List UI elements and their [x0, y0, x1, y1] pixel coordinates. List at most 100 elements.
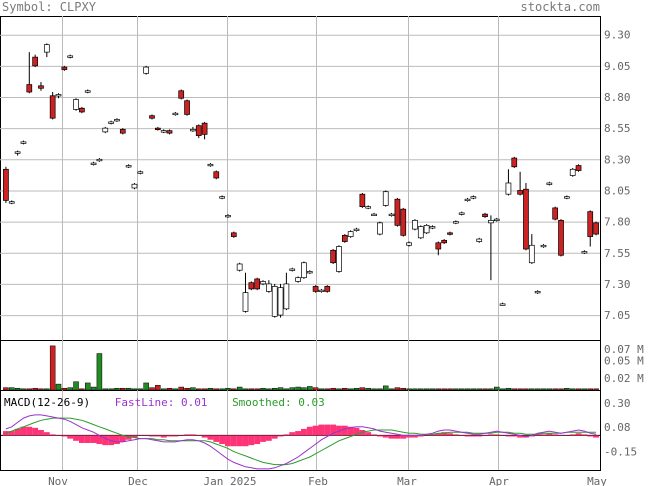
volume-bar	[184, 387, 190, 391]
macd-histogram-bar	[248, 435, 255, 446]
candle-body	[359, 193, 366, 208]
macd-histogram-bar	[435, 433, 442, 436]
candle-body	[283, 283, 290, 310]
volume-bar	[593, 388, 599, 391]
macd-histogram-bar	[593, 435, 599, 438]
macd-histogram-bar	[137, 435, 144, 436]
candle-body	[79, 107, 85, 113]
candle-body	[558, 220, 564, 256]
volume-bar	[248, 388, 255, 391]
volume-bar	[529, 388, 535, 391]
volume-bar	[61, 387, 68, 391]
volume-bar	[301, 387, 307, 391]
candle-body	[505, 182, 512, 195]
candle-body	[125, 165, 132, 168]
macd-histogram-bar	[347, 426, 354, 436]
x-axis-label: Nov	[48, 475, 68, 486]
candle-body	[277, 287, 284, 316]
macd-histogram-bar	[493, 434, 500, 436]
macd-histogram-bar	[517, 435, 524, 438]
macd-histogram-bar	[341, 425, 348, 436]
macd-histogram-bar	[563, 435, 570, 436]
macd-histogram-bar	[534, 434, 541, 436]
macd-histogram-bar	[32, 427, 39, 436]
volume-bar	[447, 388, 453, 391]
volume-tick-label: 0.07 M	[604, 343, 644, 356]
volume-bar	[9, 387, 15, 391]
volume-bar	[236, 386, 243, 391]
macd-histogram-bar	[67, 435, 74, 439]
candle-body	[43, 44, 50, 53]
macd-histogram-bar	[26, 426, 33, 436]
volume-bar	[108, 388, 114, 391]
candle-body	[61, 66, 68, 70]
candle-body	[271, 286, 278, 317]
macd-histogram-bar	[382, 435, 389, 438]
volume-bar	[575, 388, 582, 391]
candle-body	[324, 286, 331, 292]
macd-fastline-label: FastLine: 0.01	[114, 396, 208, 409]
candle-body	[143, 66, 150, 74]
candle-body	[534, 291, 541, 294]
macd-histogram-bar	[102, 435, 109, 446]
volume-bar	[581, 388, 588, 391]
volume-bar	[312, 387, 319, 391]
volume-bar	[318, 388, 325, 391]
macd-tick-label: 0.30	[604, 397, 631, 410]
candle-body	[84, 90, 91, 93]
macd-histogram-bar	[482, 435, 488, 436]
candle-body	[312, 286, 319, 292]
macd-histogram-bar	[365, 432, 372, 436]
macd-histogram-bar	[295, 431, 301, 436]
candle-body	[195, 125, 202, 136]
macd-histogram-bar	[277, 435, 284, 437]
candle-body	[406, 242, 412, 246]
macd-histogram-bar	[324, 424, 331, 436]
candle-body	[318, 289, 325, 293]
volume-bar	[458, 388, 465, 391]
candle-body	[341, 234, 348, 242]
macd-histogram-bar	[254, 435, 261, 445]
volume-bar	[435, 388, 442, 391]
x-axis-label: Apr	[489, 475, 509, 486]
price-tick-label: 7.05	[604, 309, 631, 322]
candle-body	[108, 121, 114, 124]
macd-histogram-bar	[166, 435, 173, 437]
volume-bar	[55, 383, 62, 391]
candle-body	[178, 90, 185, 99]
macd-histogram-bar	[447, 433, 453, 436]
macd-histogram-bar	[558, 435, 564, 436]
volume-bar	[587, 388, 593, 391]
candle-body	[400, 208, 407, 236]
volume-bar	[359, 387, 366, 391]
volume-bar	[44, 388, 50, 391]
candle-body	[137, 171, 144, 174]
volume-bar	[546, 388, 553, 391]
macd-histogram-bar	[587, 435, 594, 437]
volume-bar	[382, 385, 389, 391]
candle-body	[242, 292, 249, 312]
candle-body	[166, 130, 173, 134]
candle-body	[382, 191, 389, 206]
volume-bar	[277, 387, 284, 391]
candle-body	[49, 95, 56, 119]
macd-histogram-bar	[260, 435, 266, 442]
volume-tick-label: 0.05 M	[604, 355, 644, 368]
candle-body	[546, 182, 553, 185]
macd-histogram-bar	[330, 424, 337, 436]
macd-histogram-bar	[470, 435, 477, 437]
volume-bar	[453, 388, 459, 391]
site-label[interactable]: stockta.com	[520, 0, 600, 14]
volume-bar	[505, 387, 512, 391]
candle-body	[493, 218, 500, 221]
volume-bar	[195, 388, 202, 391]
macd-histogram-bar	[417, 435, 424, 437]
macd-histogram-bar	[230, 435, 237, 447]
candle-body	[575, 165, 582, 171]
macd-histogram-bar	[569, 434, 576, 436]
volume-bar	[289, 387, 295, 391]
macd-smoothed-label: Smoothed: 0.03	[232, 396, 325, 409]
macd-panel-frame	[0, 390, 601, 471]
candle-body	[581, 251, 588, 254]
